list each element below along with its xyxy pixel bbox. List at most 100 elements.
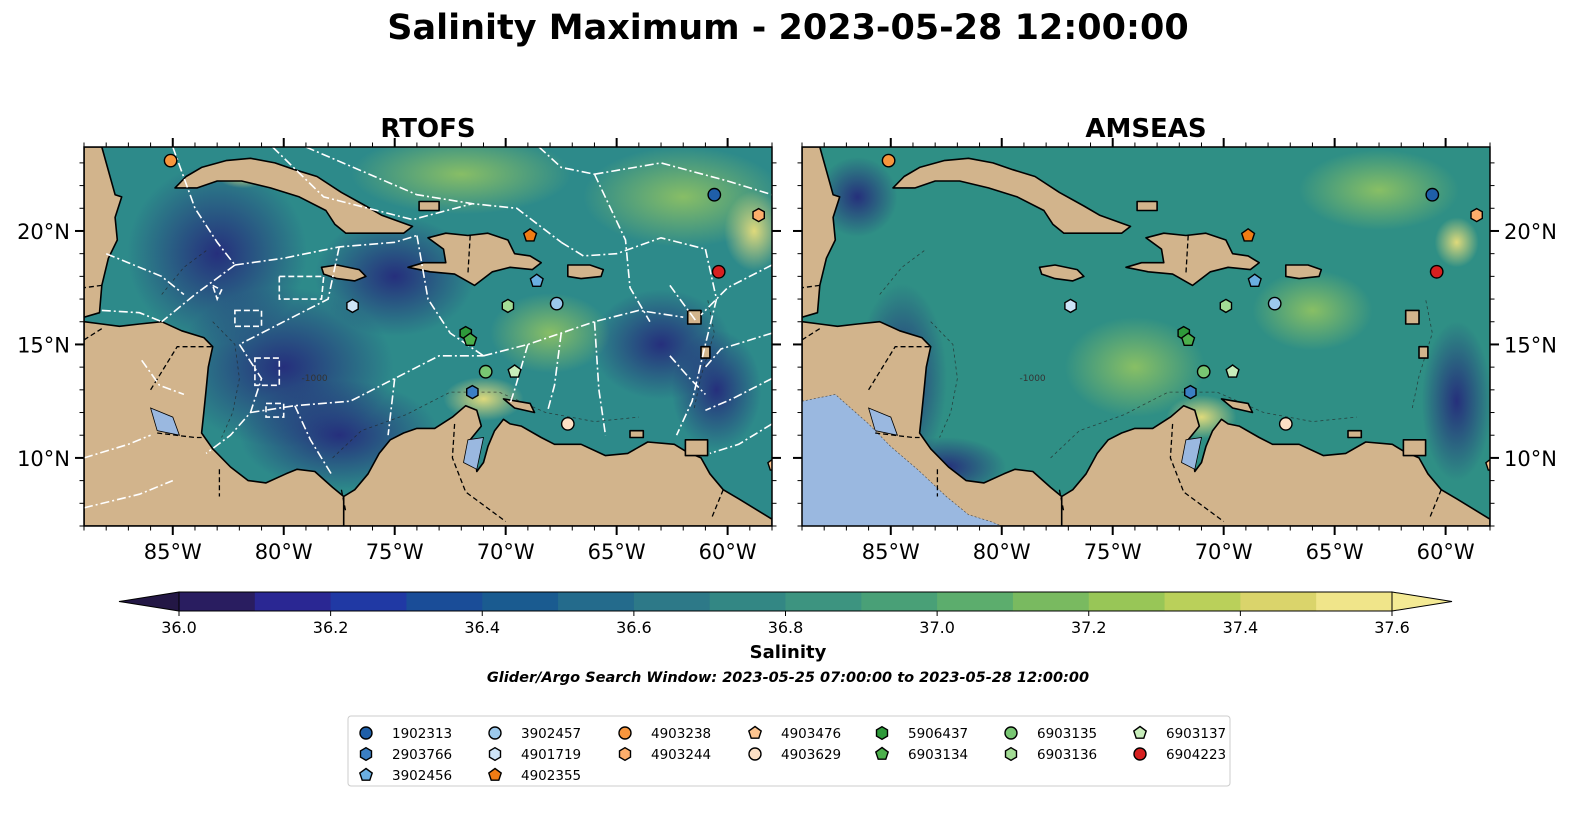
colorbar-bin bbox=[1240, 592, 1317, 611]
country-border bbox=[1429, 489, 1442, 518]
colorbar-bin bbox=[1088, 592, 1166, 611]
land-martinique bbox=[1418, 345, 1429, 359]
colorbar-tick-label: 36.0 bbox=[161, 618, 197, 637]
legend-marker-4903244 bbox=[618, 746, 632, 762]
y-tick-label: 10°N bbox=[17, 447, 70, 471]
y-tick-label: 15°N bbox=[17, 333, 70, 357]
eez-line bbox=[705, 377, 772, 412]
float-marker-4903238 bbox=[163, 153, 178, 168]
float-marker-6903134 bbox=[1180, 332, 1196, 346]
float-marker-4901719 bbox=[346, 298, 359, 314]
land-south-america bbox=[342, 404, 772, 526]
legend-marker-3902457 bbox=[488, 726, 502, 740]
colorbar-tick-label: 37.6 bbox=[1374, 618, 1410, 637]
colorbar-bin bbox=[558, 592, 635, 611]
float-marker-4902355 bbox=[1240, 227, 1256, 242]
land-puerto-rico bbox=[567, 264, 605, 280]
y-tick-label: 20°N bbox=[1504, 220, 1557, 244]
land-jamaica bbox=[1038, 264, 1085, 282]
eez-line bbox=[560, 236, 706, 257]
salinity-anomaly bbox=[1421, 321, 1490, 482]
legend-label-3902456: 3902456 bbox=[392, 768, 452, 784]
float-marker-4901719 bbox=[1064, 298, 1077, 314]
legend-item-6904223: 6904223 bbox=[1133, 747, 1226, 763]
legend-label-4903238: 4903238 bbox=[651, 726, 711, 742]
x-tick-label: 65°W bbox=[588, 540, 646, 564]
legend-label-2903766: 2903766 bbox=[392, 747, 452, 763]
colorbar-bin bbox=[1012, 592, 1090, 611]
land-bahamas-south bbox=[1136, 200, 1158, 212]
legend-item-6903136: 6903136 bbox=[1004, 746, 1097, 763]
float-marker-6904223 bbox=[1429, 264, 1444, 279]
land-margarita bbox=[1347, 429, 1363, 439]
lake-nicaragua bbox=[867, 407, 899, 436]
float-marker-6903136 bbox=[1219, 298, 1233, 314]
country-border bbox=[451, 423, 507, 523]
colorbar-bin bbox=[861, 592, 938, 611]
legend-label-4903476: 4903476 bbox=[781, 726, 841, 742]
legend-item-3902457: 3902457 bbox=[488, 726, 581, 742]
x-tick-label: 70°W bbox=[1195, 540, 1253, 564]
country-border bbox=[1169, 423, 1225, 523]
legend-item-6903134: 6903134 bbox=[874, 746, 968, 763]
eez-line bbox=[700, 264, 772, 316]
float-marker-4903244 bbox=[752, 207, 765, 223]
float-marker-2903766 bbox=[1183, 384, 1197, 400]
legend-marker-1902313 bbox=[359, 726, 373, 740]
float-marker-6903137 bbox=[1225, 364, 1240, 378]
float-marker-3902457 bbox=[1267, 296, 1282, 311]
country-border bbox=[340, 489, 347, 513]
legend-marker-4903238 bbox=[618, 726, 632, 740]
country-border bbox=[875, 432, 920, 439]
salinity-anomaly bbox=[671, 329, 762, 450]
x-tick-label: 85°W bbox=[144, 540, 202, 564]
x-tick-label: 70°W bbox=[477, 540, 535, 564]
colorbar-tick-label: 36.8 bbox=[768, 618, 804, 637]
eez-boundaries bbox=[84, 147, 772, 509]
panel-title-amseas: AMSEAS bbox=[1085, 114, 1206, 144]
country-borders-amseas bbox=[802, 235, 1442, 523]
x-tick-label: 75°W bbox=[1084, 540, 1142, 564]
land-curacao bbox=[502, 398, 536, 414]
float-marker-4902355 bbox=[522, 227, 538, 242]
land-cuba bbox=[892, 157, 1132, 234]
x-tick-label: 65°W bbox=[1306, 540, 1364, 564]
float-marker-4903238 bbox=[881, 153, 896, 168]
eez-line bbox=[709, 423, 772, 455]
colorbar-label: Salinity bbox=[750, 642, 827, 663]
lake-maracaibo bbox=[1181, 437, 1203, 470]
isobath-line bbox=[332, 391, 639, 459]
land-margarita bbox=[629, 429, 645, 439]
legend-marker-6903136 bbox=[1004, 746, 1018, 762]
panel-amseas: AMSEAS -1000 85°W 80°W 75°W 70°W 65°W 60°W 10°… bbox=[793, 114, 1557, 564]
country-borders-rtofs bbox=[84, 235, 724, 523]
country-border bbox=[1185, 235, 1189, 275]
colorbar-extend-high bbox=[1391, 591, 1453, 612]
land-hispaniola bbox=[1125, 232, 1260, 287]
land-puerto-rico bbox=[1285, 264, 1323, 280]
colorbar-tick-label: 37.0 bbox=[919, 618, 955, 637]
map-area-rtofs: -1000 bbox=[84, 147, 772, 526]
country-border bbox=[84, 284, 102, 289]
country-border bbox=[150, 346, 213, 391]
colorbar-tick-label: 37.4 bbox=[1223, 618, 1259, 637]
axis-ticks-rtofs: 85°W 80°W 75°W 70°W 65°W 60°W 10°N 15°N 20°N bbox=[17, 138, 781, 564]
eez-line bbox=[84, 479, 174, 509]
panel-rtofs: RTOFS -1000 85°W 80°W 75°W 70°W 65°W 60°W 10°N… bbox=[17, 114, 781, 564]
eez-line bbox=[547, 332, 562, 411]
float-marker-4903629 bbox=[1278, 416, 1293, 431]
legend-marker-5906437 bbox=[875, 725, 889, 741]
legend-label-6903135: 6903135 bbox=[1037, 726, 1097, 742]
colorbar-bin bbox=[179, 592, 256, 611]
eez-line bbox=[593, 321, 607, 436]
colorbar-bin bbox=[254, 592, 332, 611]
float-marker-4903476 bbox=[1485, 458, 1490, 471]
legend-label-6903134: 6903134 bbox=[908, 747, 968, 763]
country-border bbox=[467, 235, 471, 275]
x-tick-label: 85°W bbox=[862, 540, 920, 564]
legend-marker-6903135 bbox=[1004, 726, 1018, 740]
land-cuba bbox=[174, 157, 414, 234]
land-guadeloupe bbox=[686, 309, 702, 325]
float-marker-2903766 bbox=[466, 384, 479, 400]
country-border bbox=[157, 432, 202, 439]
